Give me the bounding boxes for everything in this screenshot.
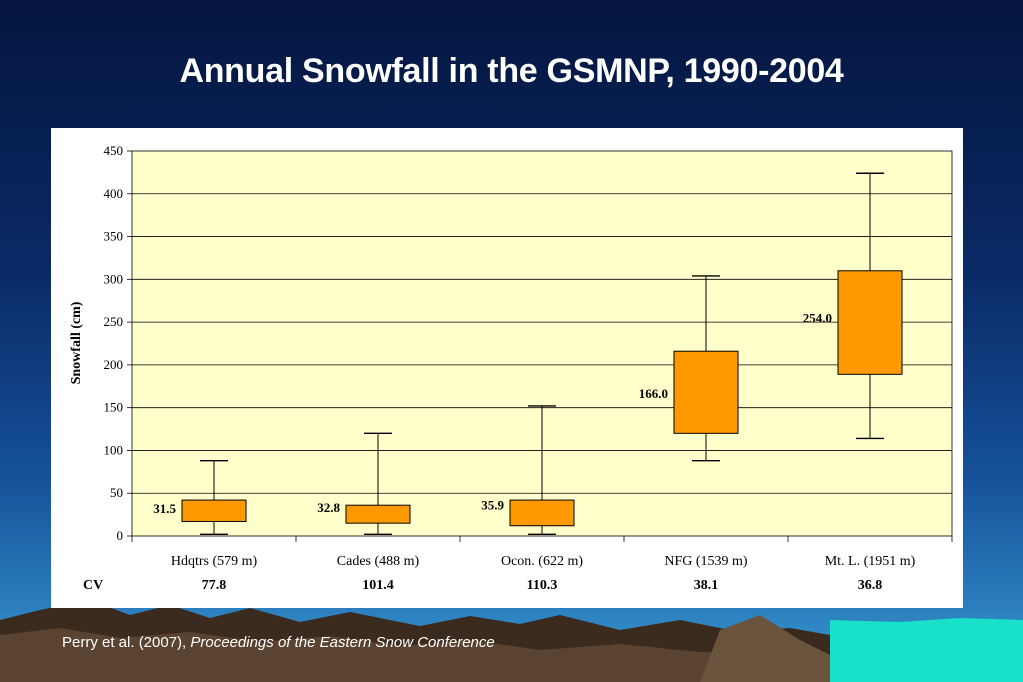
y-tick-label: 350 <box>104 229 124 244</box>
box-2 <box>509 499 575 527</box>
x-tick-label: Cades (488 m) <box>337 554 420 569</box>
citation-authors: Perry et al. (2007), <box>62 634 191 651</box>
citation-source: Proceedings of the Eastern Snow Conferen… <box>190 634 495 651</box>
cv-label: CV <box>83 578 103 593</box>
mean-label: 166.0 <box>639 386 668 401</box>
boxes: 31.5 32.8 35.9 166.0 254.0 <box>153 172 903 535</box>
x-tick-label: Ocon. (622 m) <box>501 554 583 569</box>
cv-value: 110.3 <box>527 578 558 593</box>
y-axis-ticks: 0 50 100 150 200 250 300 350 400 450 <box>104 143 132 543</box>
mountain-backdrop <box>0 600 1023 682</box>
y-tick-label: 150 <box>104 400 124 415</box>
mean-label: 32.8 <box>317 500 340 515</box>
cv-value: 38.1 <box>694 578 719 593</box>
cv-value: 77.8 <box>202 578 227 593</box>
citation: Perry et al. (2007), Proceedings of the … <box>62 634 495 651</box>
x-tick-label: NFG (1539 m) <box>664 554 748 569</box>
cv-value: 101.4 <box>362 578 394 593</box>
mean-label: 254.0 <box>803 311 832 326</box>
y-axis-label: Snowfall (cm) <box>69 301 84 384</box>
boxplot-chart: 0 50 100 150 200 250 300 350 400 450 31.5 32.8 35.9… <box>69 143 953 593</box>
x-tick-label: Hdqtrs (579 m) <box>171 554 258 569</box>
mean-label: 35.9 <box>481 497 504 512</box>
y-tick-label: 300 <box>104 271 124 286</box>
box-4 <box>837 270 903 375</box>
box-3 <box>673 350 739 434</box>
y-tick-label: 0 <box>117 528 124 543</box>
slide-title: Annual Snowfall in the GSMNP, 1990-2004 <box>179 52 844 90</box>
y-tick-label: 200 <box>104 357 124 372</box>
box-1 <box>345 504 411 524</box>
y-tick-label: 450 <box>104 143 124 158</box>
y-tick-label: 250 <box>104 314 124 329</box>
x-tick-label: Mt. L. (1951 m) <box>825 554 916 569</box>
cv-value: 36.8 <box>858 578 883 593</box>
y-tick-label: 100 <box>104 442 124 457</box>
y-tick-label: 400 <box>104 186 124 201</box>
y-tick-label: 50 <box>110 485 123 500</box>
box-0 <box>181 499 247 522</box>
mean-label: 31.5 <box>153 501 176 516</box>
chart-panel: 0 50 100 150 200 250 300 350 400 450 31.5 32.8 35.9… <box>51 128 963 608</box>
x-axis-ticks: Hdqtrs (579 m) Cades (488 m) Ocon. (622 m)… <box>131 536 953 569</box>
cv-values: 77.8 101.4 110.3 38.1 36.8 <box>202 578 883 593</box>
